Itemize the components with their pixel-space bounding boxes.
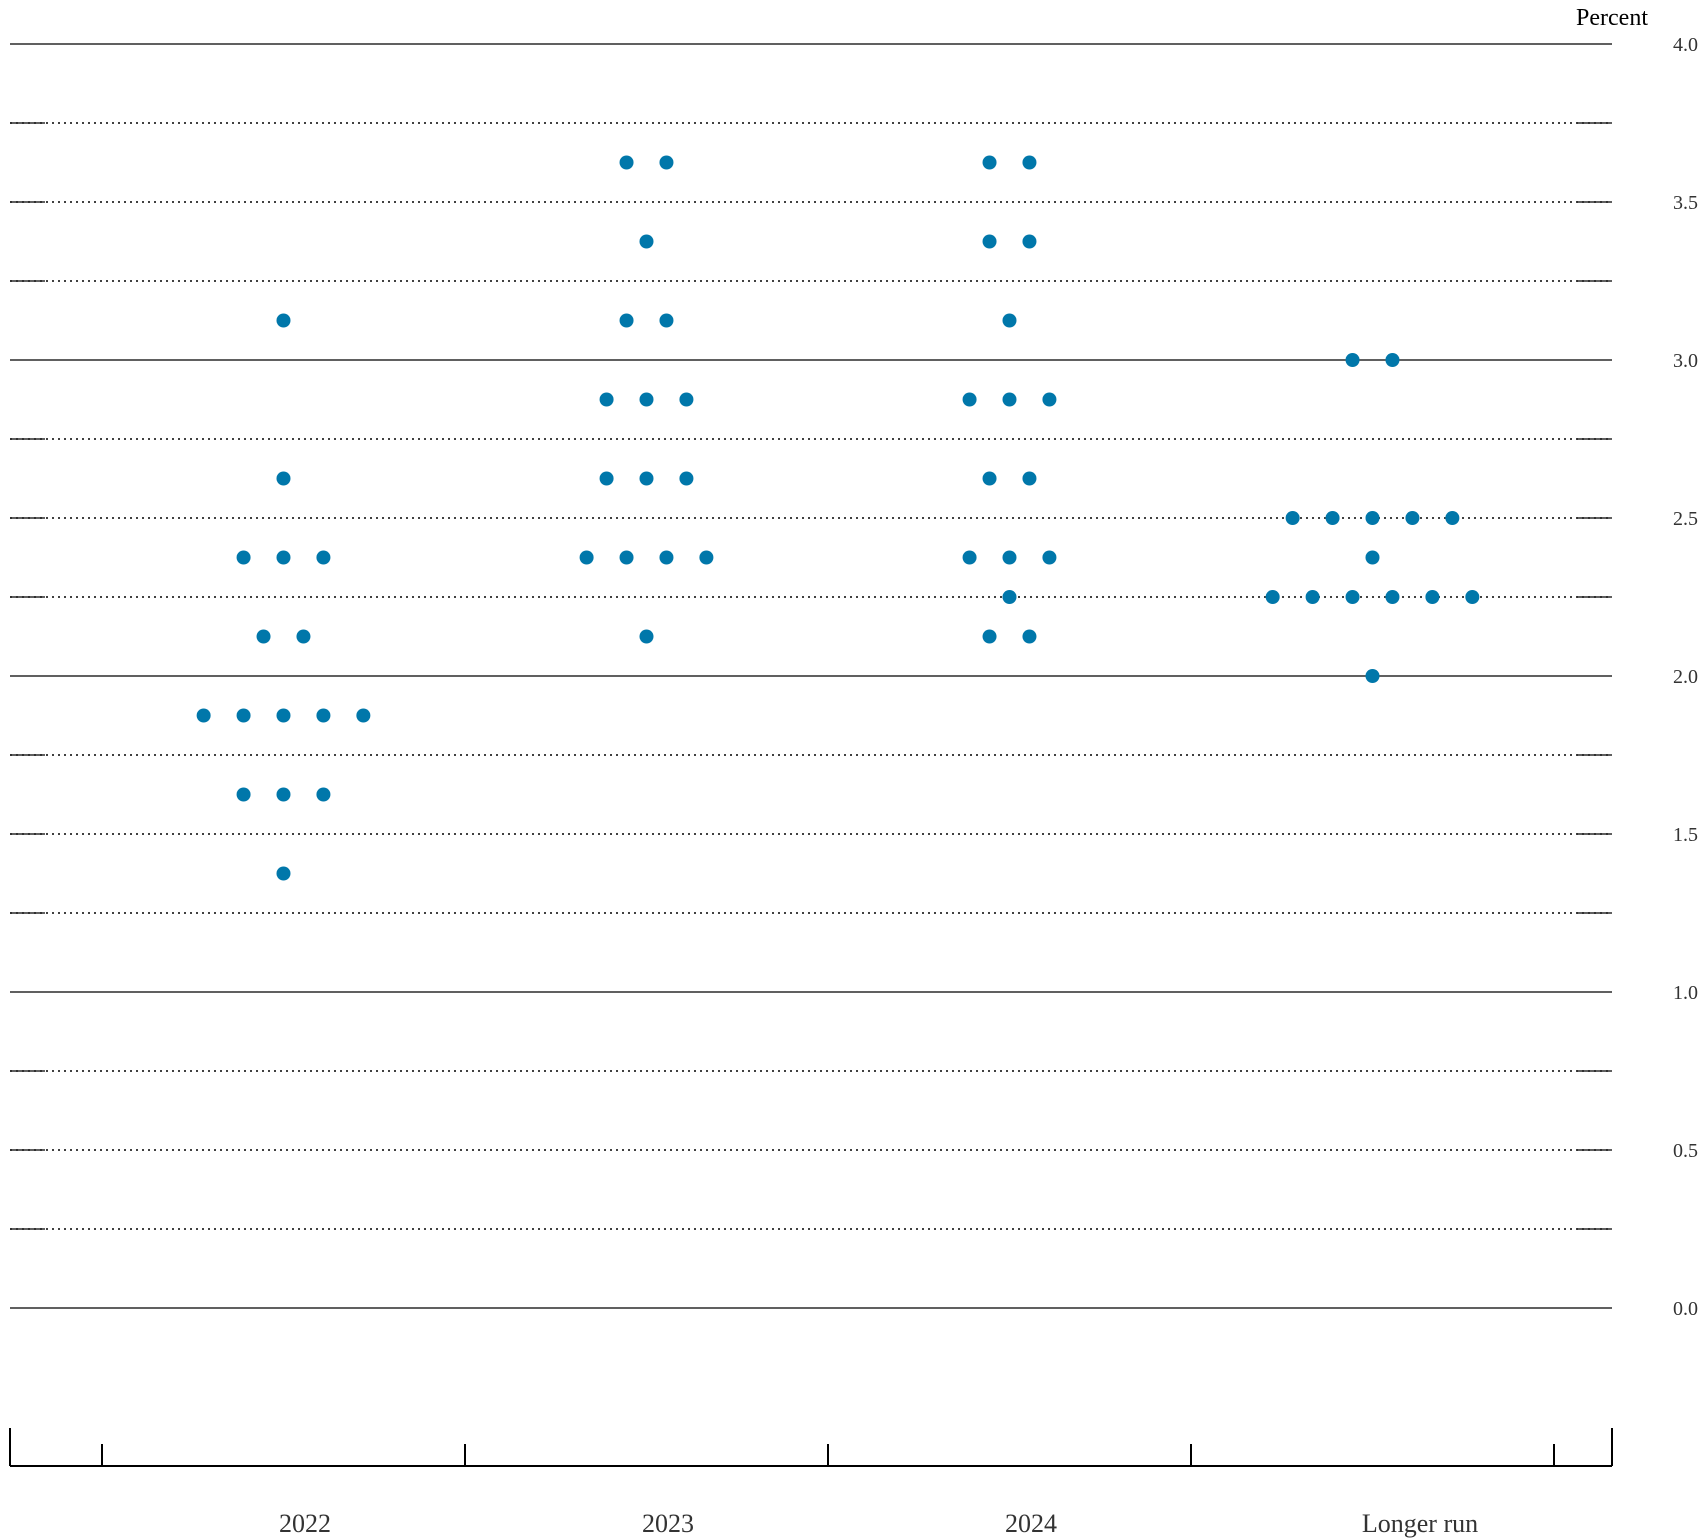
x-category-label: Longer run xyxy=(1362,1509,1478,1538)
dot-2023 xyxy=(659,313,674,328)
dot-longer-run xyxy=(1405,511,1420,525)
x-category-label: 2022 xyxy=(279,1509,331,1538)
dot-longer-run xyxy=(1385,590,1400,604)
dot-2024 xyxy=(1022,155,1037,170)
dot-2024 xyxy=(1002,392,1017,407)
dot-2023 xyxy=(679,392,694,407)
y-tick-label: 2.0 xyxy=(1673,666,1698,688)
dot-2022 xyxy=(236,787,251,802)
dot-longer-run xyxy=(1345,590,1360,604)
dot-longer-run xyxy=(1365,550,1380,565)
dot-longer-run xyxy=(1285,511,1300,525)
dot-2022 xyxy=(236,550,251,565)
dot-longer-run xyxy=(1305,590,1320,604)
y-tick-label: 3.0 xyxy=(1673,350,1698,372)
gridlines xyxy=(10,43,1612,1309)
dot-longer-run xyxy=(1385,353,1400,367)
dot-2024 xyxy=(1022,234,1037,249)
dot-2022 xyxy=(276,866,291,881)
dot-2023 xyxy=(679,471,694,486)
dot-2024 xyxy=(1002,313,1017,328)
y-axis-labels: 0.0 0.5 1.0 1.5 2.0 2.5 3.0 3.5 4.0 xyxy=(1673,34,1698,1320)
dot-2024 xyxy=(1002,590,1017,604)
dot-2023 xyxy=(599,471,614,486)
y-tick-label: 1.5 xyxy=(1673,824,1698,846)
dot-2023 xyxy=(639,234,654,249)
y-tick-label: 4.0 xyxy=(1673,34,1698,56)
dot-longer-run xyxy=(1365,669,1380,683)
y-tick-label: 0.5 xyxy=(1673,1140,1698,1162)
dot-2023 xyxy=(659,155,674,170)
dot-2022 xyxy=(276,787,291,802)
dot-2023 xyxy=(619,550,634,565)
dot-longer-run xyxy=(1325,511,1340,525)
y-tick-label: 0.0 xyxy=(1673,1298,1698,1320)
dot-2022 xyxy=(316,708,331,723)
dot-2024 xyxy=(1022,471,1037,486)
dot-2024 xyxy=(982,629,997,644)
dots-layer xyxy=(196,155,1480,881)
y-tick-label: 2.5 xyxy=(1673,508,1698,530)
dot-2022 xyxy=(276,708,291,723)
dot-2023 xyxy=(639,629,654,644)
dot-2023 xyxy=(639,471,654,486)
dot-2024 xyxy=(982,234,997,249)
dot-2022 xyxy=(316,787,331,802)
dot-2022 xyxy=(196,708,211,723)
y-tick-label: 3.5 xyxy=(1673,192,1698,214)
dot-2022 xyxy=(316,550,331,565)
x-category-label: 2023 xyxy=(642,1509,694,1538)
dot-2024 xyxy=(1042,392,1057,407)
dot-2023 xyxy=(659,550,674,565)
dot-2023 xyxy=(599,392,614,407)
dot-longer-run xyxy=(1345,353,1360,367)
dot-2023 xyxy=(699,550,714,565)
dot-longer-run xyxy=(1265,590,1280,604)
dot-longer-run xyxy=(1465,590,1480,604)
dot-2023 xyxy=(619,313,634,328)
dot-2024 xyxy=(962,550,977,565)
dot-2024 xyxy=(962,392,977,407)
dot-longer-run xyxy=(1425,590,1440,604)
dot-2023 xyxy=(579,550,594,565)
dot-2022 xyxy=(356,708,371,723)
dot-2022 xyxy=(276,313,291,328)
x-axis-category-labels: 2022 2023 2024 Longer run xyxy=(279,1509,1478,1538)
y-axis-unit-label: Percent xyxy=(1576,5,1648,31)
dot-longer-run xyxy=(1365,511,1380,525)
dot-2022 xyxy=(276,471,291,486)
dot-2024 xyxy=(1042,550,1057,565)
dot-2022 xyxy=(296,629,311,644)
y-tick-label: 1.0 xyxy=(1673,982,1698,1004)
dot-2023 xyxy=(639,392,654,407)
dot-2024 xyxy=(1022,629,1037,644)
x-category-label: 2024 xyxy=(1005,1509,1057,1538)
dot-longer-run xyxy=(1445,511,1460,525)
dot-2024 xyxy=(1002,550,1017,565)
dot-2022 xyxy=(256,629,271,644)
dot-2024 xyxy=(982,471,997,486)
x-axis xyxy=(9,1428,1613,1467)
dot-2022 xyxy=(276,550,291,565)
dot-2024 xyxy=(982,155,997,170)
dot-2023 xyxy=(619,155,634,170)
dot-2022 xyxy=(236,708,251,723)
